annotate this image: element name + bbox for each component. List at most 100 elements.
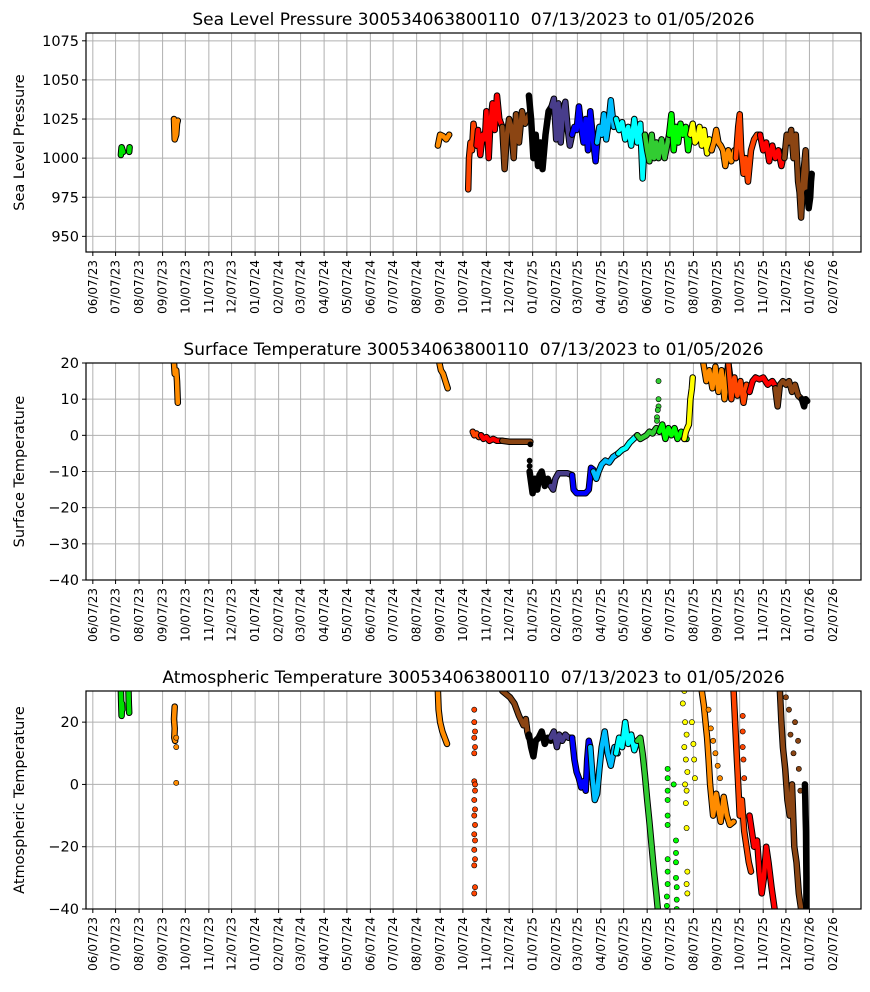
data-point <box>472 744 478 750</box>
x-tick-label: 06/07/25 <box>640 260 654 314</box>
x-tick-label: 07/07/24 <box>386 260 400 314</box>
y-axis-label: Surface Temperature <box>12 396 28 548</box>
series-segment-2 <box>171 116 181 142</box>
x-tick-label: 10/07/25 <box>733 588 747 642</box>
x-tick-label: 11/07/24 <box>479 260 493 314</box>
x-tick-label: 05/07/24 <box>340 260 354 314</box>
data-point <box>712 750 719 757</box>
x-tick-label: 08/07/25 <box>686 917 700 971</box>
x-tick-label: 12/07/24 <box>502 917 516 971</box>
series-segment-6 <box>500 691 532 740</box>
y-axis-label: Atmospheric Temperature <box>12 706 28 894</box>
y-tick-label: 0 <box>70 777 79 793</box>
x-tick-label: 04/07/25 <box>594 260 608 314</box>
x-tick-label: 06/07/25 <box>640 588 654 642</box>
data-point <box>683 881 690 887</box>
x-tick-label: 08/07/25 <box>686 260 700 314</box>
x-tick-label: 03/07/24 <box>294 917 308 971</box>
series-segment-17 <box>731 691 754 874</box>
data-point <box>710 737 717 744</box>
series-segment-16 <box>733 112 763 184</box>
x-tick-label: 07/07/24 <box>386 917 400 971</box>
data-point <box>673 837 679 844</box>
x-tick-label: 05/07/25 <box>617 917 631 971</box>
y-tick-label: 975 <box>51 190 79 206</box>
x-tick-label: 04/07/24 <box>317 588 331 642</box>
x-tick-label: 08/07/23 <box>132 917 146 971</box>
series-segment-11 <box>613 116 648 181</box>
data-point <box>526 457 533 464</box>
data-layer <box>117 92 815 221</box>
x-tick-label: 06/07/25 <box>640 917 654 971</box>
series-segment-3 <box>435 132 452 148</box>
data-point <box>679 700 686 707</box>
x-tick-label: 08/07/23 <box>132 588 146 642</box>
data-point <box>472 787 478 794</box>
x-tick-label: 01/07/24 <box>248 588 262 642</box>
x-tick-label: 09/07/24 <box>433 917 447 971</box>
data-point <box>471 812 478 819</box>
series-segment-3 <box>478 433 505 444</box>
x-tick-label: 09/07/23 <box>156 588 170 642</box>
x-tick-label: 11/07/25 <box>756 588 770 642</box>
x-tick-label: 06/07/23 <box>86 917 100 971</box>
data-point <box>682 781 688 788</box>
x-tick-label: 07/07/25 <box>663 917 677 971</box>
x-tick-label: 02/07/24 <box>272 588 286 642</box>
series-segment-6 <box>500 108 532 172</box>
data-point <box>786 706 792 713</box>
x-tick-label: 02/07/26 <box>826 260 840 314</box>
x-tick-label: 08/07/24 <box>410 260 424 314</box>
x-tick-label: 11/07/23 <box>202 260 216 314</box>
data-point <box>795 737 801 744</box>
x-tick-label: 03/07/24 <box>294 588 308 642</box>
series-segment-8 <box>549 96 575 148</box>
series-segment-10 <box>588 729 620 803</box>
chart-title: Atmospheric Temperature 300534063800110 … <box>162 668 784 688</box>
data-point <box>683 731 690 738</box>
x-tick-label: 02/07/24 <box>272 917 286 971</box>
x-tick-label: 09/07/24 <box>433 260 447 314</box>
x-tick-label: 03/07/25 <box>570 588 584 642</box>
series-segment-16 <box>726 363 752 406</box>
x-tick-label: 09/07/24 <box>433 588 447 642</box>
y-tick-label: 20 <box>61 715 79 731</box>
series-segment-11 <box>635 425 662 442</box>
x-tick-label: 05/07/25 <box>617 260 631 314</box>
x-tick-label: 05/07/25 <box>617 588 631 642</box>
series-segment-6 <box>527 469 554 496</box>
x-tick-label: 12/07/25 <box>779 260 793 314</box>
x-tick-label: 05/07/24 <box>340 917 354 971</box>
y-tick-label: −30 <box>48 537 79 553</box>
y-tick-label: 20 <box>61 356 79 372</box>
data-point <box>471 750 478 757</box>
y-tick-label: 1075 <box>42 34 79 50</box>
y-tick-label: −20 <box>48 840 79 856</box>
data-point <box>717 775 723 782</box>
x-tick-label: 01/07/26 <box>802 260 816 314</box>
x-tick-label: 12/07/23 <box>225 588 239 642</box>
x-tick-label: 07/07/25 <box>663 260 677 314</box>
series-segment-22 <box>802 782 809 909</box>
series-segment-12 <box>642 132 672 164</box>
x-tick-label: 11/07/25 <box>756 917 770 971</box>
data-point <box>472 856 478 863</box>
x-tick-label: 11/07/24 <box>479 917 493 971</box>
y-tick-label: 1050 <box>42 73 79 89</box>
x-tick-label: 12/07/23 <box>225 917 239 971</box>
chart-title: Surface Temperature 300534063800110 07/1… <box>183 340 763 360</box>
series-segment-5 <box>474 93 505 161</box>
x-tick-label: 10/07/23 <box>178 588 192 642</box>
series-segment-18 <box>773 378 805 409</box>
data-point <box>663 893 670 900</box>
x-tick-label: 07/07/25 <box>663 588 677 642</box>
series-segment-14 <box>688 121 714 156</box>
data-point <box>472 822 478 828</box>
x-tick-label: 06/07/23 <box>86 260 100 314</box>
y-tick-label: −10 <box>48 465 79 481</box>
x-tick-label: 08/07/25 <box>686 588 700 642</box>
data-point <box>740 756 747 763</box>
series-segment-10 <box>616 433 640 456</box>
x-tick-label: 06/07/23 <box>86 588 100 642</box>
series-segment-7 <box>526 729 554 759</box>
